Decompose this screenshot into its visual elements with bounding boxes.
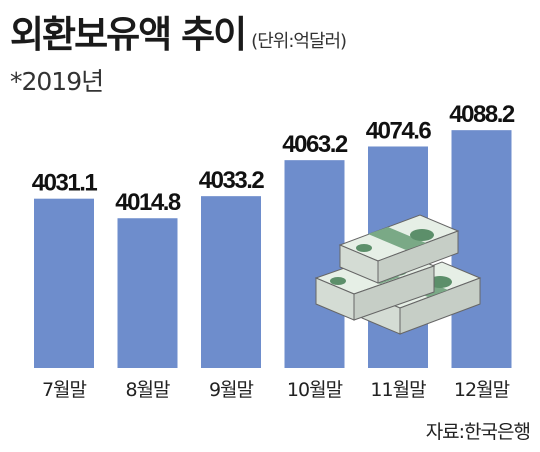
bar-1 bbox=[117, 218, 178, 368]
bar-3 bbox=[284, 160, 345, 368]
value-label-3: 4063.2 bbox=[282, 131, 348, 158]
chart-title: 외환보유액 추이 bbox=[10, 13, 247, 56]
category-label-2: 9월말 bbox=[209, 379, 254, 401]
bar-5 bbox=[451, 130, 512, 368]
value-label-5: 4088.2 bbox=[449, 101, 515, 128]
source-label: 자료:한국은행 bbox=[425, 421, 531, 443]
category-label-4: 11월말 bbox=[370, 379, 426, 401]
value-label-0: 4031.1 bbox=[32, 170, 98, 197]
unit-label: (단위:억달러) bbox=[251, 31, 347, 52]
bar-0 bbox=[34, 198, 94, 368]
title-row: 외환보유액 추이 (단위:억달러) bbox=[10, 4, 347, 58]
category-label-3: 10월말 bbox=[287, 379, 343, 401]
bar-2 bbox=[201, 196, 261, 368]
category-label-0: 7월말 bbox=[42, 379, 87, 401]
value-labels-group: 4031.1 4014.8 4033.2 4063.2 4074.6 4088.2 bbox=[32, 101, 517, 216]
value-label-4: 4074.6 bbox=[366, 117, 432, 144]
bars-group bbox=[34, 130, 512, 368]
category-labels-group: 7월말 8월말 9월말 10월말 11월말 12월말 bbox=[42, 379, 511, 401]
money-stack-icon bbox=[314, 214, 482, 335]
value-label-2: 4033.2 bbox=[199, 167, 265, 194]
year-note: *2019년 bbox=[10, 67, 104, 96]
category-label-5: 12월말 bbox=[454, 379, 510, 401]
value-label-1: 4014.8 bbox=[115, 189, 181, 216]
category-label-1: 8월말 bbox=[125, 379, 170, 401]
